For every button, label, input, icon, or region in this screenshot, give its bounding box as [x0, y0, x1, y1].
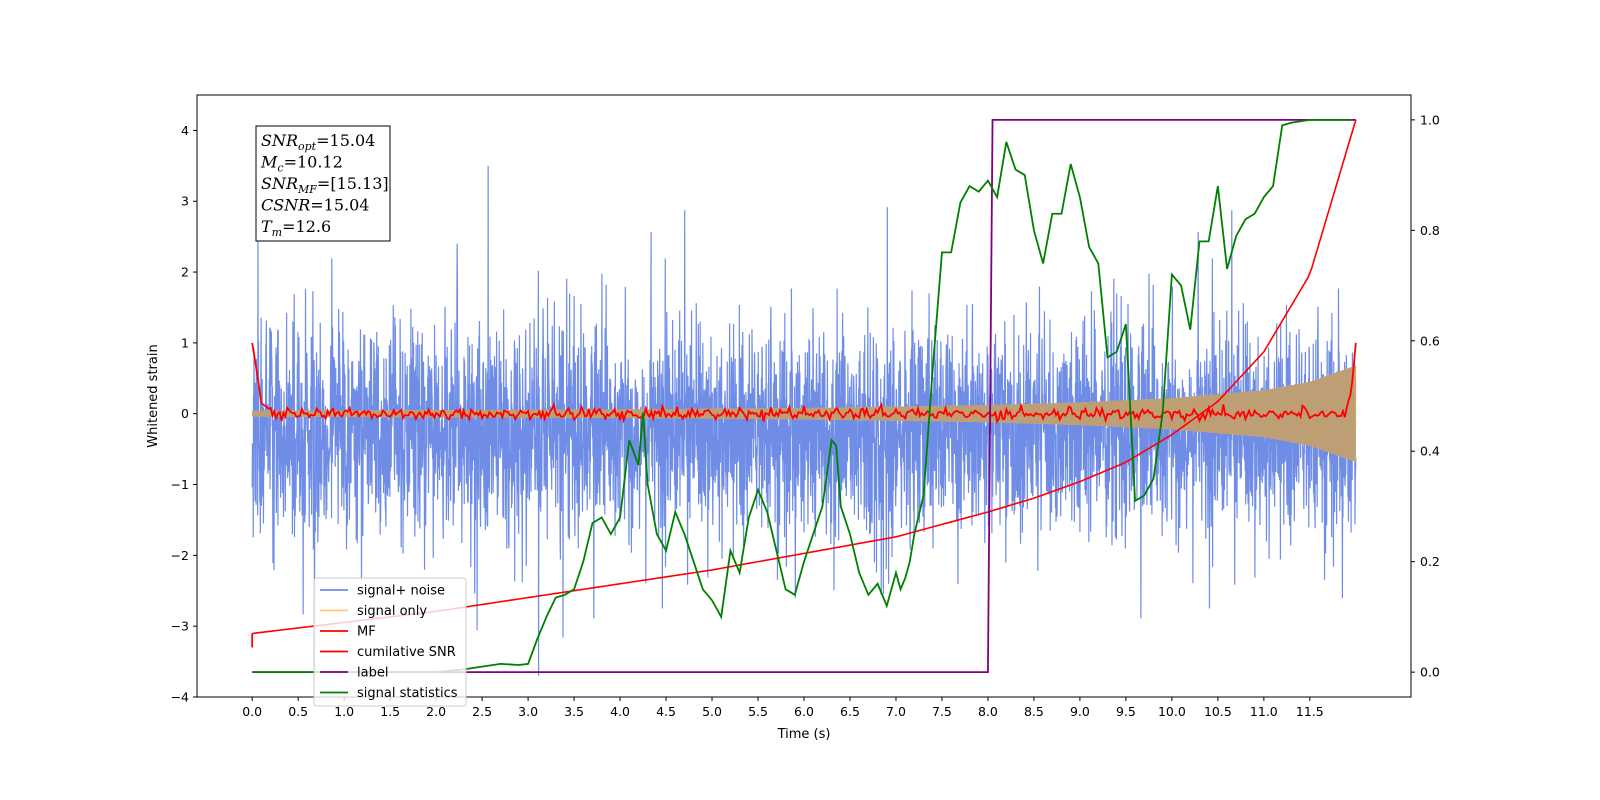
- left-y-tick-label: 3: [181, 194, 189, 209]
- left-y-tick-label: −4: [171, 690, 189, 705]
- right-y-tick-label: 0.2: [1420, 554, 1440, 569]
- right-y-tick-label: 0.8: [1420, 223, 1440, 238]
- legend-label: cumilative SNR: [357, 645, 456, 660]
- x-tick-label: 3.5: [564, 704, 584, 719]
- x-tick-label: 7.5: [932, 704, 952, 719]
- legend-frame: [313, 577, 467, 707]
- legend-label: signal only: [357, 604, 427, 619]
- x-tick-label: 11.5: [1296, 704, 1324, 719]
- x-tick-label: 4.0: [610, 704, 630, 719]
- legend-entry: signal statistics: [320, 686, 458, 701]
- x-tick-label: 1.5: [380, 704, 400, 719]
- snr-annotation-box: SNRopt=15.04Mc=10.12SNRMF=[15.13]CSNR=15…: [255, 125, 391, 242]
- legend-label: label: [357, 666, 388, 681]
- legend-label: signal statistics: [357, 686, 458, 701]
- left-y-axis-ticks: 4 3 2 1 0 −1 −2 −3 −4: [171, 123, 197, 705]
- x-tick-label: 5.5: [748, 704, 768, 719]
- x-tick-label: 2.5: [472, 704, 492, 719]
- legend: signal+ noise signal only MF cumilative SNR…: [313, 577, 467, 707]
- legend-entry: MF: [320, 625, 376, 640]
- x-axis-ticks: 0.0 0.5 1.0 1.5 2.0 2.5 3.0 3.5 4.0 4.5 5.0 5.5 6.0 6…: [242, 697, 1324, 719]
- left-y-tick-label: 0: [181, 406, 189, 421]
- right-y-tick-label: 0.6: [1420, 333, 1440, 348]
- x-axis-title: Time (s): [777, 727, 831, 742]
- x-tick-label: 10.0: [1158, 704, 1186, 719]
- right-y-tick-label: 0.4: [1420, 444, 1440, 459]
- left-y-tick-label: 4: [181, 123, 189, 138]
- x-tick-label: 3.0: [518, 704, 538, 719]
- left-y-tick-label: −3: [171, 619, 189, 634]
- annotation-line: SNRMF=[15.13]: [261, 174, 389, 196]
- x-tick-label: 10.5: [1204, 704, 1232, 719]
- x-tick-label: 7.0: [886, 704, 906, 719]
- x-tick-label: 5.0: [702, 704, 722, 719]
- x-tick-label: 4.5: [656, 704, 676, 719]
- left-y-axis-title: Whitened strain: [146, 344, 161, 447]
- series-label: [252, 118, 1356, 674]
- annotation-line: CSNR=15.04: [261, 196, 369, 215]
- legend-entry: label: [320, 666, 388, 681]
- left-y-tick-label: −2: [171, 548, 189, 563]
- x-tick-label: 9.5: [1116, 704, 1136, 719]
- left-y-tick-label: 1: [181, 335, 189, 350]
- legend-entry: cumilative SNR: [320, 645, 456, 660]
- x-tick-label: 9.0: [1070, 704, 1090, 719]
- right-y-axis-ticks: 1.0 0.8 0.6 0.4 0.2 0.0: [1411, 112, 1440, 680]
- annotation-frame: [255, 125, 391, 242]
- left-y-tick-label: −1: [171, 477, 189, 492]
- series-signal-only-band: [252, 365, 1356, 462]
- x-tick-label: 8.5: [1024, 704, 1044, 719]
- legend-entry: signal only: [320, 604, 427, 619]
- right-y-tick-label: 0.0: [1420, 665, 1440, 680]
- right-y-tick-label: 1.0: [1420, 112, 1440, 127]
- series-mf: [251, 342, 1357, 425]
- annotation-line: Tm=12.6: [261, 217, 331, 239]
- x-tick-label: 2.0: [426, 704, 446, 719]
- annotation-line: SNRopt=15.04: [261, 131, 375, 153]
- x-tick-label: 0.5: [288, 704, 308, 719]
- x-tick-label: 11.0: [1250, 704, 1278, 719]
- x-tick-label: 1.0: [334, 704, 354, 719]
- legend-entry: signal+ noise: [320, 584, 445, 599]
- series-signal-statistics: [252, 118, 1352, 674]
- legend-label: signal+ noise: [357, 584, 445, 599]
- x-tick-label: 6.0: [794, 704, 814, 719]
- annotation-line: Mc=10.12: [260, 153, 343, 175]
- left-y-tick-label: 2: [181, 265, 189, 280]
- legend-label: MF: [357, 625, 376, 640]
- x-tick-label: 8.0: [978, 704, 998, 719]
- x-tick-label: 6.5: [840, 704, 860, 719]
- x-tick-label: 0.0: [242, 704, 262, 719]
